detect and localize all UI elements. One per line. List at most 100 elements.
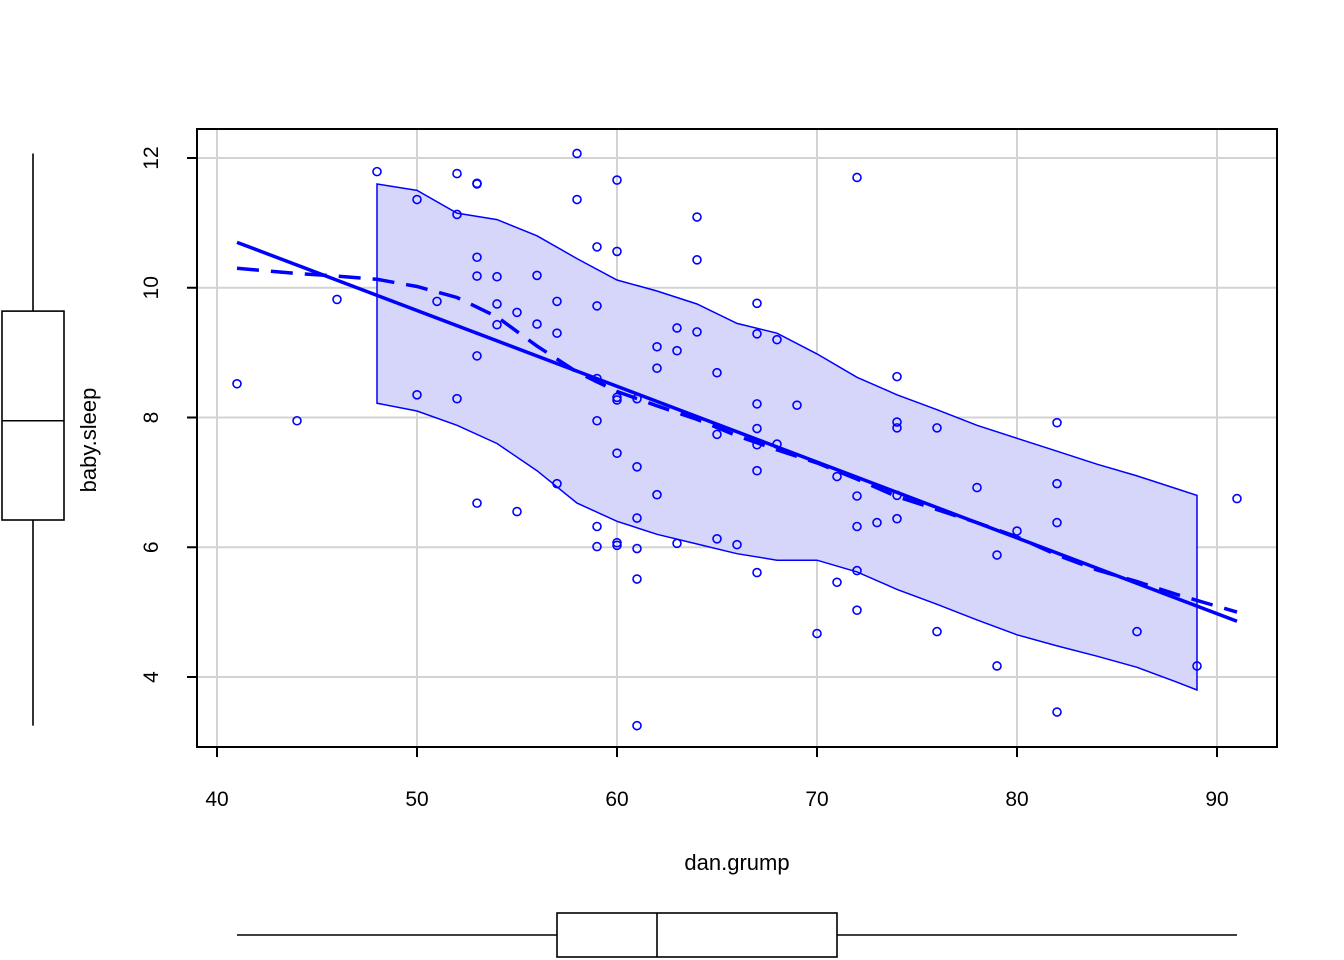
axes: 40 50 60 70 80 90 4 6 8 10 12 <box>140 146 1229 811</box>
data-point <box>832 577 842 588</box>
data-point <box>892 423 902 433</box>
data-point <box>652 363 662 373</box>
data-point <box>992 550 1002 560</box>
data-point <box>712 534 722 544</box>
x-marginal-boxplot <box>237 912 1237 958</box>
data-point <box>972 482 982 493</box>
x-tick-label: 80 <box>1005 788 1028 811</box>
data-point <box>1232 493 1242 504</box>
smooth-line <box>236 266 1238 614</box>
x-tick-label: 60 <box>605 788 628 811</box>
data-point <box>512 506 522 517</box>
data-point <box>612 246 622 257</box>
data-point <box>772 334 782 345</box>
data-point <box>632 574 642 584</box>
data-point <box>752 465 762 476</box>
x-tick-label: 70 <box>805 788 828 811</box>
y-marginal-boxplot <box>1 153 65 726</box>
data-point <box>592 541 602 552</box>
data-point <box>712 367 722 378</box>
data-point <box>472 351 482 361</box>
data-point <box>852 565 862 576</box>
x-axis-title: dan.grump <box>684 850 789 875</box>
data-point <box>632 513 642 523</box>
data-point <box>932 423 942 433</box>
fit-lines <box>236 240 1238 623</box>
data-point <box>852 521 862 532</box>
data-point <box>832 471 842 482</box>
data-point <box>412 389 422 400</box>
x-tick-label: 50 <box>405 788 428 811</box>
data-point <box>752 423 762 434</box>
data-point <box>532 319 542 329</box>
data-point <box>1052 707 1062 717</box>
data-point <box>452 168 462 179</box>
spread-band-area <box>376 183 1198 692</box>
data-point <box>712 429 722 440</box>
data-point <box>632 543 642 554</box>
data-point <box>992 661 1002 671</box>
data-point <box>692 327 702 337</box>
data-point <box>612 540 622 551</box>
data-point <box>552 296 562 307</box>
data-point <box>892 490 902 501</box>
y-tick-label: 8 <box>140 412 163 424</box>
data-point <box>752 399 762 409</box>
data-point <box>592 373 602 384</box>
data-point <box>932 626 942 637</box>
y-tick-label: 6 <box>140 541 163 553</box>
data-point <box>332 294 342 305</box>
data-point <box>592 301 602 311</box>
data-point <box>492 319 502 330</box>
data-point <box>472 498 482 508</box>
data-point <box>672 345 682 356</box>
data-point <box>532 270 542 281</box>
data-point <box>632 393 642 404</box>
data-point <box>852 172 862 183</box>
x-tick-label: 40 <box>205 788 228 811</box>
data-point <box>732 539 742 550</box>
data-point <box>892 417 902 427</box>
data-point <box>652 489 662 500</box>
y-tick-label: 4 <box>140 671 163 683</box>
data-point <box>672 538 682 549</box>
data-point <box>492 271 502 282</box>
data-point <box>752 439 762 450</box>
x-box-body <box>556 912 838 958</box>
spread-band <box>376 183 1198 692</box>
data-point <box>412 194 422 205</box>
data-point <box>692 212 702 222</box>
data-point <box>512 307 522 318</box>
data-point <box>592 415 602 426</box>
data-point <box>672 323 682 333</box>
data-point <box>632 720 642 731</box>
regression-line <box>236 240 1238 623</box>
data-point <box>452 393 462 404</box>
data-point <box>1052 517 1062 528</box>
data-point <box>792 400 802 410</box>
data-point <box>632 462 642 472</box>
data-point <box>292 415 302 426</box>
data-point <box>872 517 882 528</box>
data-point <box>1132 626 1142 637</box>
data-point <box>892 371 902 382</box>
data-point <box>692 255 702 265</box>
data-point <box>472 271 482 281</box>
data-point <box>592 521 602 532</box>
y-axis-title: baby.sleep <box>76 388 101 493</box>
data-point <box>1052 478 1062 489</box>
data-point <box>372 166 382 177</box>
data-point <box>472 252 482 263</box>
data-point <box>1052 417 1062 428</box>
data-point <box>472 179 482 189</box>
data-point <box>492 299 502 309</box>
data-point <box>812 628 822 639</box>
plot-frame <box>196 128 1278 748</box>
y-box-body <box>1 310 65 521</box>
data-point <box>452 209 462 220</box>
data-point <box>1192 661 1202 671</box>
data-points <box>232 148 1242 731</box>
data-point <box>752 329 762 339</box>
data-point <box>772 439 782 449</box>
data-point <box>752 298 762 309</box>
